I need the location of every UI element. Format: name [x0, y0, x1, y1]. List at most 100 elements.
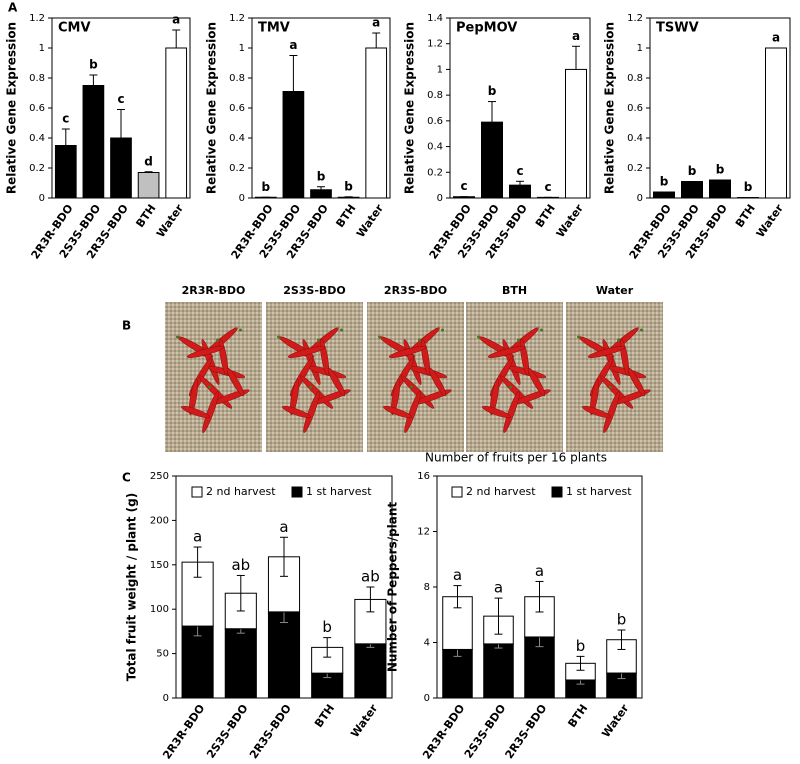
error-bar	[236, 574, 245, 612]
y-tick-label: 50	[156, 649, 169, 660]
error-bar	[117, 109, 125, 138]
x-tick-label: BTH	[733, 202, 758, 230]
y-tick-label: 0.6	[229, 103, 245, 114]
bar-segment	[354, 643, 387, 699]
error-bar	[372, 32, 381, 48]
bar	[765, 47, 787, 199]
error-bar	[453, 585, 462, 609]
x-tick-label: BTH	[565, 702, 590, 730]
y-tick-label: 0.6	[427, 116, 443, 127]
bar	[110, 137, 132, 199]
x-tick-label: BTH	[312, 702, 337, 730]
error-bar	[144, 171, 153, 173]
chart-title: PepMOV	[456, 21, 517, 36]
y-tick-label: 16	[417, 471, 430, 482]
legend-label: 2 nd harvest	[466, 485, 536, 498]
y-tick-label: 0	[637, 193, 643, 204]
y-tick-label: 0.8	[627, 73, 643, 84]
y-tick-label: 0	[437, 193, 443, 204]
y-tick-label: 0.2	[29, 163, 45, 174]
bar	[653, 191, 675, 199]
bar-segment	[483, 643, 514, 699]
bar	[82, 85, 105, 199]
significance-letter: b	[344, 179, 353, 193]
significance-letter: c	[62, 112, 69, 126]
photo-label: 2S3S-BDO	[283, 284, 346, 297]
significance-letter: a	[572, 29, 580, 43]
y-tick-label: 0.6	[627, 103, 643, 114]
significance-letter: a	[279, 518, 288, 536]
panel-label: C	[122, 471, 131, 485]
y-tick-label: 0.4	[427, 142, 443, 153]
x-tick-label: 2R3S-BDO	[503, 702, 550, 761]
bar	[137, 172, 160, 199]
y-tick-label: 1	[637, 43, 643, 54]
y-axis-label: Relative Gene Expression	[403, 22, 417, 194]
y-tick-label: 1	[39, 43, 45, 54]
y-tick-label: 100	[150, 604, 169, 615]
significance-letter: b	[262, 180, 271, 194]
y-tick-label: 0.8	[29, 73, 45, 84]
photo-label: BTH	[502, 284, 527, 297]
error-bar	[535, 580, 544, 613]
y-axis-label: Relative Gene Expression	[205, 22, 219, 194]
x-tick-label: Water	[599, 702, 631, 740]
y-tick-label: 0	[39, 193, 45, 204]
significance-letter: b	[322, 618, 332, 636]
significance-letter: c	[516, 164, 523, 178]
y-tick-label: 0.8	[427, 90, 443, 101]
y-tick-label: 1.4	[427, 13, 443, 24]
significance-letter: c	[460, 179, 467, 193]
chart-title: Number of fruits per 16 plants	[425, 451, 607, 465]
bar-segment	[267, 611, 301, 699]
error-bar	[193, 546, 202, 578]
x-tick-label: Water	[348, 702, 380, 740]
legend-label: 2 nd harvest	[206, 485, 276, 498]
significance-letter: b	[488, 84, 497, 98]
y-tick-label: 0.8	[229, 73, 245, 84]
error-bar	[366, 586, 375, 613]
significance-letter: a	[772, 31, 780, 45]
y-tick-label: 0.4	[29, 133, 45, 144]
bar-segment	[181, 625, 214, 699]
bar	[54, 145, 77, 199]
error-bar	[572, 45, 580, 70]
significance-letter: b	[744, 180, 753, 194]
chart-title: TMV	[258, 21, 290, 36]
x-tick-label: 2S3S-BDO	[462, 702, 509, 761]
x-tick-label: Water	[554, 202, 586, 240]
significance-letter: a	[535, 562, 544, 580]
panel-label: A	[8, 1, 18, 15]
bar	[709, 179, 731, 199]
bar	[365, 47, 388, 199]
significance-letter: b	[660, 175, 669, 189]
y-axis-label: Relative Gene Expression	[603, 22, 617, 194]
significance-letter: b	[617, 611, 627, 629]
legend-swatch	[191, 486, 203, 498]
y-tick-label: 0	[163, 693, 169, 704]
y-tick-label: 0	[424, 693, 430, 704]
legend-swatch	[451, 486, 463, 498]
y-tick-label: 150	[150, 560, 169, 571]
bar-segment	[224, 628, 257, 699]
error-bar	[494, 597, 503, 635]
y-tick-label: 1.2	[627, 13, 643, 24]
x-tick-label: 2R3S-BDO	[247, 702, 294, 761]
bar	[337, 196, 360, 199]
significance-letter: b	[89, 58, 98, 72]
significance-letter: ab	[361, 568, 380, 586]
y-tick-label: 0.2	[627, 163, 643, 174]
significance-letter: a	[193, 528, 202, 546]
chart-title: TSWV	[656, 21, 699, 36]
bar	[509, 184, 531, 199]
significance-letter: b	[688, 164, 697, 178]
x-tick-label: Water	[354, 202, 386, 240]
y-tick-label: 0	[239, 193, 245, 204]
x-tick-label: BTH	[533, 202, 558, 230]
error-bar	[617, 629, 626, 650]
significance-letter: b	[576, 637, 586, 655]
y-tick-label: 1	[437, 64, 443, 75]
bar	[165, 47, 188, 199]
error-bar	[516, 180, 524, 186]
y-tick-label: 0.4	[229, 133, 245, 144]
